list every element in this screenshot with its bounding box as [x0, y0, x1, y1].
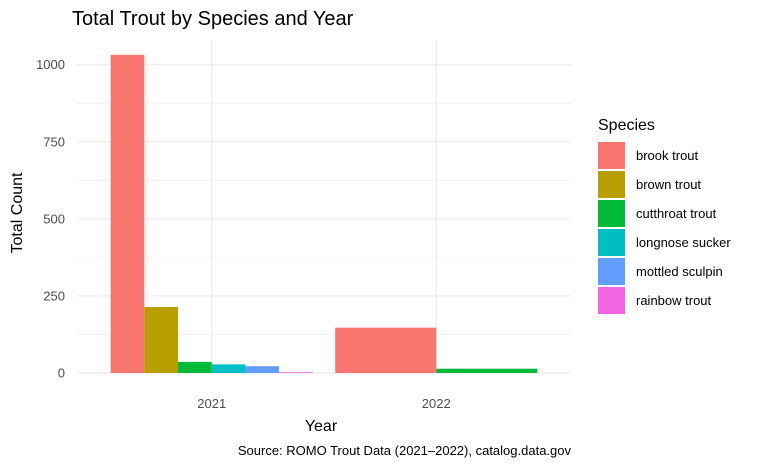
- bar-brook-trout-2021: [110, 54, 145, 374]
- y-tick-label: 750: [43, 134, 65, 149]
- bar-longnose-sucker-2021: [211, 364, 246, 373]
- y-tick-label: 0: [58, 366, 65, 381]
- bar-brown-trout-2021: [144, 307, 179, 373]
- x-tick-label: 2021: [197, 396, 226, 411]
- legend-label: brown trout: [636, 177, 701, 192]
- legend-label: mottled sculpin: [636, 264, 723, 279]
- chart-caption: Source: ROMO Trout Data (2021–2022), cat…: [238, 443, 572, 458]
- y-tick-label: 250: [43, 288, 65, 303]
- bar-mottled-sculpin-2021: [245, 366, 280, 373]
- chart-title: Total Trout by Species and Year: [72, 8, 354, 30]
- y-tick-labels: 0 250 500 750 1000: [36, 57, 65, 380]
- grid: [77, 40, 571, 374]
- x-tick-labels: 2021 2022: [197, 396, 450, 411]
- legend-key-mottled-sculpin: [598, 258, 625, 285]
- y-tick-label: 1000: [36, 57, 65, 72]
- x-tick-label: 2022: [422, 396, 451, 411]
- legend-label: rainbow trout: [636, 293, 712, 308]
- bar-brook-trout-2022: [335, 327, 437, 373]
- bars: [110, 54, 538, 374]
- y-tick-label: 500: [43, 211, 65, 226]
- bar-cutthroat-trout-2022: [436, 368, 538, 373]
- legend-label: cutthroat trout: [636, 206, 717, 221]
- legend-title: Species: [598, 117, 655, 134]
- legend-key-brook-trout: [598, 142, 625, 169]
- legend-key-cutthroat-trout: [598, 200, 625, 227]
- legend-label: brook trout: [636, 148, 699, 163]
- legend-key-rainbow-trout: [598, 287, 625, 314]
- x-axis-title: Year: [305, 418, 338, 435]
- bar-cutthroat-trout-2021: [178, 361, 212, 373]
- legend: Species brook trout brown trout cutthroat …: [598, 117, 731, 314]
- legend-label: longnose sucker: [636, 235, 731, 250]
- legend-key-brown-trout: [598, 171, 625, 198]
- legend-key-longnose-sucker: [598, 229, 625, 256]
- y-axis-title: Total Count: [9, 172, 26, 253]
- bar-rainbow-trout-2021: [279, 372, 313, 373]
